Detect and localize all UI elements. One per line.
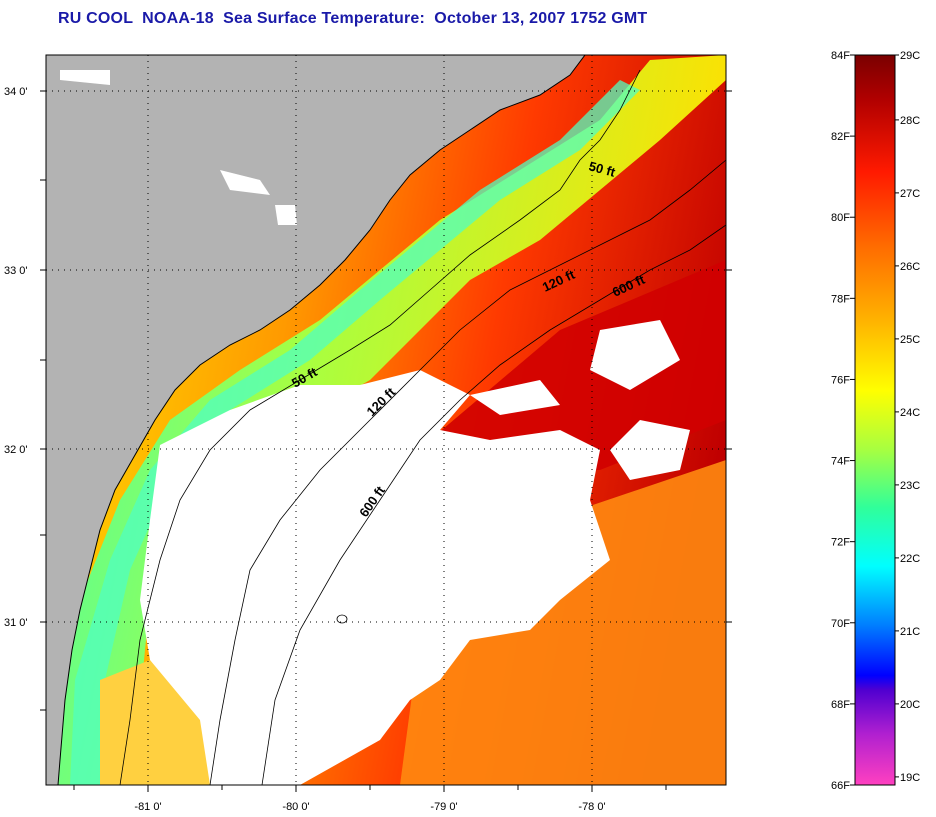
colorbar-c-label: 25C [900, 334, 920, 346]
map-frame [45, 54, 727, 786]
colorbar-c-label: 26C [900, 261, 920, 273]
colorbar-c-label: 21C [900, 626, 920, 638]
lon-label-78: -78 0' [578, 801, 605, 813]
cloud-mask-land-1 [60, 70, 110, 85]
cloud-mask-small [470, 380, 560, 415]
colorbar-f-label: 76F [831, 374, 850, 386]
colorbar-f-label: 66F [831, 780, 850, 792]
cloud-mask-offshore-2 [610, 420, 690, 480]
colorbar-c-label: 23C [900, 480, 920, 492]
lon-label-79: -79 0' [430, 801, 457, 813]
colorbar-c-label: 29C [900, 50, 920, 62]
colorbar-fahrenheit-labels: 84F 82F 80F 78F 76F 74F 72F 70F 68F 66F [831, 50, 855, 792]
colorbar-f-label: 84F [831, 50, 850, 62]
colorbar-c-label: 20C [900, 699, 920, 711]
colorbar-c-label: 24C [900, 407, 920, 419]
colorbar [854, 54, 896, 786]
axis-ticks [40, 90, 732, 792]
lat-label-33: 33 0' [4, 265, 28, 277]
map-title: RU COOL NOAA-18 Sea Surface Temperature:… [58, 10, 648, 27]
colorbar-f-label: 68F [831, 699, 850, 711]
colorbar-c-label: 27C [900, 188, 920, 200]
gulf-stream-band [430, 260, 726, 470]
lon-label-80: -80 0' [282, 801, 309, 813]
colorbar-f-label: 82F [831, 131, 850, 143]
colorbar-c-label: 19C [900, 772, 920, 784]
lat-label-31: 31 0' [4, 617, 28, 629]
colorbar-f-label: 80F [831, 212, 850, 224]
colorbar-f-label: 74F [831, 456, 850, 468]
colorbar-f-label: 72F [831, 537, 850, 549]
colorbar-c-label: 28C [900, 115, 920, 127]
contour-label-50ft-north: 50 ft [587, 158, 617, 180]
colorbar-celsius-labels: 29C 28C 27C 26C 25C 24C 23C 22C 21C 20C 19C [895, 50, 920, 784]
cloud-mask-land-3 [275, 205, 297, 225]
cloud-mask-main [140, 370, 610, 785]
lon-label-81: -81 0' [134, 801, 161, 813]
coastline [46, 55, 586, 785]
lat-label-32: 32 0' [4, 444, 28, 456]
contour-50ft [119, 69, 641, 785]
colorbar-f-label: 70F [831, 618, 850, 630]
nearshore-water [70, 80, 640, 785]
contour-seamount [336, 614, 348, 624]
land-mass [46, 55, 585, 785]
cloud-mask-land-2 [220, 170, 270, 195]
contour-120ft [209, 159, 726, 785]
map-area: 50 ft 120 ft 600 ft 50 ft 120 ft 600 ft [46, 55, 726, 785]
colorbar-c-label: 22C [900, 553, 920, 565]
lat-label-34: 34 0' [4, 86, 28, 98]
colorbar-f-label: 78F [831, 293, 850, 305]
contour-600ft [261, 224, 726, 785]
cloud-mask-offshore [590, 320, 680, 390]
